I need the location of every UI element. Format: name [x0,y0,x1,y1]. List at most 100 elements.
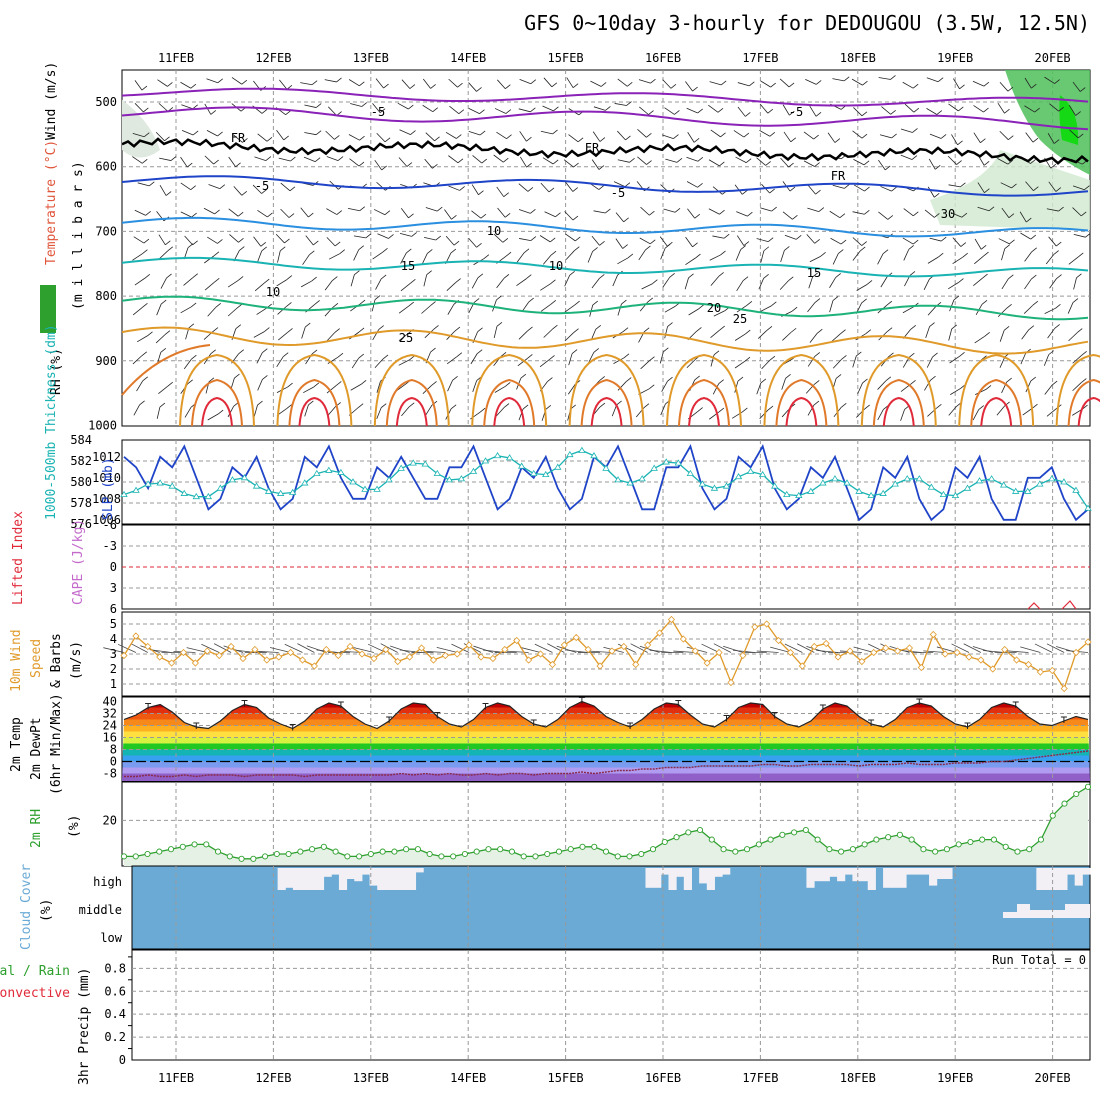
wind-barb-flag [645,245,651,251]
wind-barb-flag [864,186,870,192]
wind-barb [160,277,167,289]
wind-barb-flag [410,279,416,284]
wind-barb-flag [697,182,703,188]
wind-barb [494,108,507,114]
wind-barb [300,280,312,288]
wind-barb-flag [958,106,964,112]
rh-point [1014,848,1021,855]
wind-barb-flag [980,138,986,144]
ylabel-minmax: (6hr Min/Max) [49,693,64,795]
rh-point [426,850,433,858]
wind-barb-flag [237,276,244,281]
thickness-point [963,484,972,491]
wind-barb-flag [912,83,919,89]
rh-point [861,841,868,848]
wind-barb [806,234,816,244]
isotherms [121,87,1100,427]
upper-air-frame [121,69,1091,427]
surface-wind-barb [130,643,148,653]
thickness-point [313,469,321,476]
wind-barb-flag [526,136,532,142]
wind-barb [350,383,362,391]
wind-barb-flag [815,80,822,85]
wind-barb [686,181,698,188]
thickness-point [385,476,393,483]
diurnal-loop-inner [980,396,1013,427]
wind-barb-flag [527,354,533,359]
high-cloud-gap [285,868,294,888]
wind-speed-point [763,620,771,628]
thickness-point [1048,475,1056,482]
wind-barb-flag [145,211,151,216]
wind-barb [708,159,720,167]
wind-barb-flag [911,155,918,160]
wind-barb-flag [411,232,417,237]
wind-barb-flag [141,85,148,91]
temperature-band [122,725,1090,732]
thickness-tick-label: 582 [70,454,92,468]
wind-barb [638,79,651,84]
wind-barb [257,133,268,142]
thickness-point [975,477,984,484]
wind-barb-flag [190,302,197,308]
wind-barb-flag [694,375,700,381]
wind-barb-flag [627,253,634,259]
wind-barb [516,278,527,286]
wind-barb [539,235,551,243]
wind-speed-point [1001,645,1009,654]
wind-barb-flag [1030,159,1036,164]
thickness-point [915,475,924,482]
wind-barb-flag [769,355,776,361]
rh-point [638,850,645,858]
surface-wind-barb [639,645,660,653]
wind-barb [640,206,650,216]
wind-barb [376,407,382,419]
thickness-point [987,475,996,482]
wind-barb-flag [208,377,215,383]
wind-barb-flag [909,271,916,276]
thickness-tick-label: 578 [70,496,92,510]
minmax-marker [627,722,634,729]
wind-barb-flag [832,296,839,301]
wind-speed-point [786,648,795,657]
wind-barb [206,130,218,137]
thickness-point [276,489,285,496]
wind-barb [471,277,479,289]
rh-point [661,838,668,846]
wind-barb-flag [527,187,534,192]
wind-barb-flag [885,376,892,382]
wind-barb [929,237,942,242]
wind-barb-flag [623,353,630,359]
wind-speed-point [263,656,271,664]
rh-point [826,846,833,853]
wind-barb-flag [430,301,436,306]
diurnal-loop-inner [1077,396,1100,427]
wind-barb [376,381,381,393]
wind-barb [520,156,527,168]
wind-barb-flag [530,236,537,241]
surface-wind-barb [1046,643,1065,653]
wind-barb-flag [555,212,561,218]
wind-speed-point [310,662,318,670]
thickness-point [638,475,646,482]
wind-barb-flag [694,213,701,219]
wind-barb [492,299,497,312]
wind-speed-point [655,629,664,637]
wind-barb [493,326,498,339]
wind-barb [807,184,816,195]
thickness-tick-label: 576 [70,517,92,531]
wind-barb-flag [142,303,148,308]
wind-barb [974,238,982,250]
wind-barb-flag [1032,137,1039,143]
rh-point [167,846,175,853]
wind-barb-flag [473,298,480,303]
run-total: Run Total = 0 [992,953,1086,967]
wind-barb [133,236,145,244]
wind-barb-flag [308,400,314,406]
wind-barb [781,378,786,390]
wind-barb-flag [336,381,342,386]
wind-barb [542,105,554,112]
wind-barb-flag [625,135,631,141]
high-cloud-gap [944,868,953,879]
